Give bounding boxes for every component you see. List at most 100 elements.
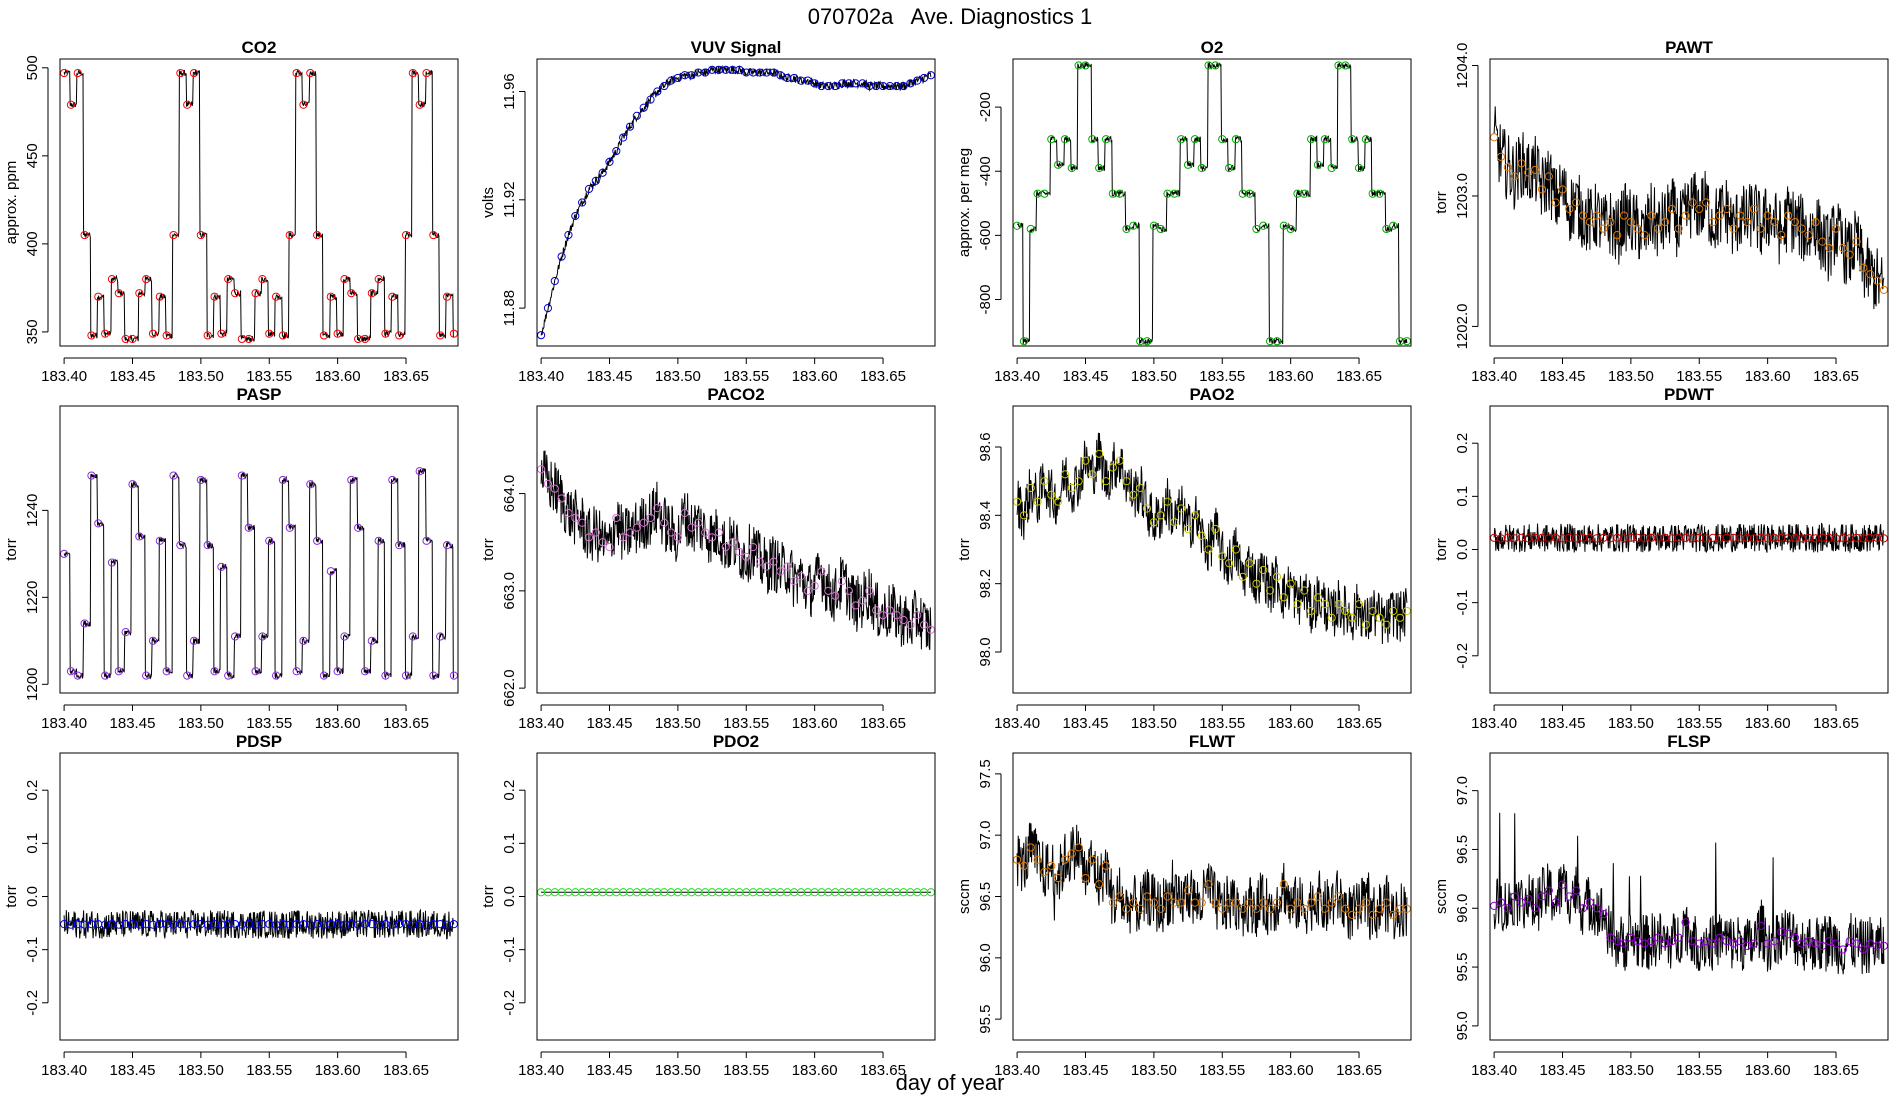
data-point [1503,904,1512,913]
data-point [1218,904,1227,913]
data-point [135,532,144,541]
data-point [230,632,240,641]
data-point [73,68,82,78]
data-point [360,334,370,344]
x-tick-label: 183.65 [383,1062,429,1079]
x-tick-label: 183.55 [246,368,292,385]
panel-pao2: PAO2 183.40 183.45 183.50 183.55 183.60 183.65… [956,385,1412,732]
data-point [87,471,96,480]
data-point [1074,843,1083,852]
data-point [1749,939,1759,948]
data-point [1231,545,1241,554]
x-tick-label: 183.40 [41,1062,87,1079]
data-point [1190,511,1200,520]
data-point [203,331,212,340]
data-point [1654,224,1663,233]
data-point [803,586,812,595]
data-point [408,68,417,78]
data-point [1115,189,1124,198]
data-point [169,471,178,480]
data-point [1136,483,1145,493]
panel-flsp: FLSP 183.40 183.45 183.50 183.55 183.60 183.65… [1433,732,1889,1079]
y-axis-label: torr [1433,538,1450,561]
x-tick-label: 183.45 [1540,368,1586,385]
data-point [721,542,730,552]
data-point [844,586,853,595]
y-tick-label: 11.88 [501,290,518,326]
panel-title: VUV Signal [691,38,782,57]
y-tick-label: 662.0 [501,669,518,707]
data-point [537,331,546,340]
data-point [1026,224,1035,234]
y-axis-label: torr [480,538,497,561]
panel-co2: CO2 183.40 183.45 183.50 183.55 183.60 183.65 3… [3,38,459,385]
plot-frame [536,405,936,694]
data-point [107,274,117,284]
panel-pawt: PAWT 183.40 183.45 183.50 183.55 183.60 183.65… [1433,38,1889,385]
data-point [1081,61,1090,70]
data-point [1286,904,1295,913]
data-point [1558,185,1567,194]
y-tick-label: 500 [24,55,41,80]
data-point [1115,892,1124,901]
data-point [858,596,867,605]
data-point [1095,880,1104,889]
data-point [1551,198,1560,207]
data-point [1660,217,1670,227]
data-point [578,518,587,527]
data-point [701,68,710,77]
data-point [1142,892,1152,901]
data-point [429,671,438,680]
data-point [135,289,144,298]
data-point [244,523,253,532]
data-point [333,667,342,676]
data-point [1389,221,1398,230]
x-tick-label: 183.65 [383,368,429,385]
data-point [429,230,438,240]
data-point [1797,224,1806,233]
data-point [1313,892,1323,901]
data-point [1708,217,1718,227]
data-point [1033,497,1042,506]
data-point [183,671,192,680]
data-point [1300,904,1309,913]
x-tick-label: 183.60 [792,368,838,385]
data-point [598,168,607,177]
data-point [625,528,635,537]
data-point [776,567,785,576]
data-point [701,528,710,537]
data-point [1272,337,1282,346]
data-point [1633,224,1642,233]
data-point [436,331,445,340]
data-point [1313,160,1323,169]
data-point [94,292,103,301]
data-point [442,541,452,550]
data-point [913,611,922,620]
data-point [251,667,260,676]
data-point [265,329,274,338]
data-point [1402,904,1411,913]
data-point [203,541,212,550]
data-point [1300,189,1309,198]
data-point [217,562,226,571]
x-tick-label: 183.65 [1336,715,1382,732]
panel-pdo2: PDO2 183.40 183.45 183.50 183.55 183.60 183.65… [480,732,936,1079]
trace-line [63,68,454,344]
data-point [680,508,689,518]
data-point [858,79,867,88]
y-tick-label: 1200 [24,668,41,701]
data-point [1389,910,1398,919]
data-point [1756,921,1765,931]
x-tick-label: 183.45 [1063,1062,1109,1079]
data-point [1211,61,1220,70]
x-tick-label: 183.45 [1540,715,1586,732]
data-point [326,567,335,576]
data-point [837,577,847,586]
x-tick-label: 183.55 [1676,1062,1722,1079]
y-tick-label: 0.0 [501,886,518,907]
y-axis-label: sccm [956,879,973,914]
y-tick-label: 1220 [24,581,41,614]
y-tick-label: 97.0 [1454,776,1471,805]
data-point [1307,135,1316,144]
data-point [1327,898,1336,907]
